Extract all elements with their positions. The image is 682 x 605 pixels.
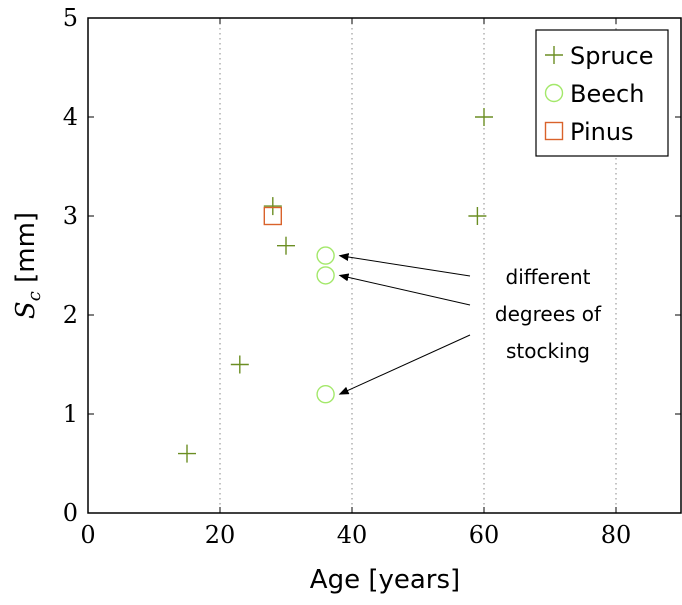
spruce-point — [468, 207, 487, 225]
x-axis-label: Age [years] — [310, 565, 460, 595]
annotation-text-line: different — [506, 265, 591, 289]
x-tick-label: 80 — [601, 521, 632, 549]
legend: Spruce Beech Pinus — [535, 29, 669, 157]
beech-point — [316, 266, 335, 285]
spruce-point — [178, 444, 196, 463]
y-tick-label: 0 — [63, 499, 78, 527]
y-axis-label-main: S — [11, 301, 41, 319]
pinus-point — [263, 206, 282, 226]
annotation-arrow — [338, 273, 471, 306]
legend-pinus-label: Pinus — [570, 118, 634, 146]
legend-box — [535, 29, 669, 157]
beech-point — [316, 246, 335, 265]
legend-spruce-label: Spruce — [570, 42, 654, 70]
y-tick-label: 4 — [63, 103, 78, 131]
y-axis-label-sub: c — [24, 291, 45, 301]
legend-beech-label: Beech — [570, 80, 644, 108]
spruce-point — [263, 197, 282, 216]
x-tick-label: 60 — [469, 521, 500, 549]
y-tick-label: 2 — [63, 301, 78, 329]
annotation-text-line: stocking — [506, 339, 590, 363]
beech-point — [316, 385, 335, 404]
legend-pinus-marker — [544, 121, 564, 141]
annotation-text-line: degrees of — [495, 302, 602, 326]
y-axis-label-unit: [mm] — [11, 212, 41, 291]
y-tick-label: 3 — [63, 202, 78, 230]
spruce-point — [230, 355, 249, 374]
axis-ticks: 0 20 40 60 80 0 1 2 3 4 5 — [63, 4, 681, 549]
y-tick-label: 1 — [63, 400, 78, 428]
data-points — [178, 108, 493, 463]
annotation: different degrees of stocking — [338, 253, 602, 395]
spruce-point — [277, 236, 295, 255]
x-tick-label: 40 — [337, 521, 368, 549]
plot-frame — [87, 17, 682, 514]
x-tick-label: 20 — [205, 521, 236, 549]
annotation-arrow — [338, 334, 471, 395]
y-tick-label: 5 — [63, 4, 78, 32]
spruce-point — [475, 108, 493, 126]
x-tick-label: 0 — [80, 521, 95, 549]
y-axis-label: Sc [mm] — [11, 212, 45, 319]
legend-beech-marker — [544, 83, 564, 103]
legend-spruce-marker — [545, 46, 563, 64]
annotation-arrow — [338, 253, 471, 277]
